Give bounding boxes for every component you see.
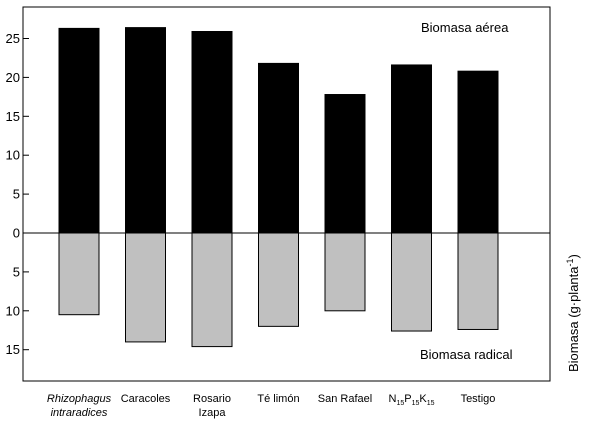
y-axis-title-main: Biomasa (g·planta bbox=[566, 266, 581, 372]
y-tick-label: 25 bbox=[6, 31, 20, 46]
bar-aerial-biomass bbox=[457, 70, 499, 234]
y-tick-label: 0 bbox=[13, 226, 20, 241]
bar-aerial-biomass bbox=[191, 30, 233, 234]
bar-root-biomass bbox=[58, 232, 100, 316]
x-category-subscript: 15 bbox=[427, 400, 435, 407]
x-category-line: Té limón bbox=[257, 393, 299, 405]
x-category-label: San Rafael bbox=[318, 393, 372, 405]
x-category-label: Testigo bbox=[461, 393, 496, 405]
bar-aerial-biomass bbox=[58, 27, 100, 234]
y-tick-label: 20 bbox=[6, 70, 20, 85]
y-tick-label: 15 bbox=[6, 109, 20, 124]
x-category-line: San Rafael bbox=[318, 393, 372, 405]
x-category-label: Caracoles bbox=[121, 393, 171, 405]
x-category-label: Rhizophagus intraradices bbox=[47, 393, 112, 419]
x-category-subscript: 15 bbox=[396, 400, 404, 407]
x-category-label: Té limón bbox=[257, 393, 299, 405]
annotation-root-biomass: Biomasa radical bbox=[420, 347, 513, 362]
bar-root-biomass bbox=[391, 232, 432, 332]
bar-aerial-biomass bbox=[391, 64, 432, 234]
y-tick-label: 5 bbox=[13, 187, 20, 202]
x-axis-categories: Rhizophagus intraradices Caracoles Rosario I… bbox=[47, 393, 496, 419]
bar-root-biomass bbox=[125, 232, 166, 343]
annotation-aerial-biomass: Biomasa aérea bbox=[421, 20, 509, 35]
bar-root-biomass bbox=[324, 232, 366, 312]
x-category-subscript: 15 bbox=[412, 400, 420, 407]
y-axis: 25 20 15 10 5 0 5 10 15 bbox=[6, 31, 29, 357]
bar-aerial-biomass bbox=[324, 94, 366, 234]
bar-root-biomass bbox=[258, 232, 299, 327]
x-category-label: Rosario Izapa bbox=[193, 393, 231, 419]
y-axis-title-close: ) bbox=[566, 254, 581, 258]
y-tick-label: 5 bbox=[13, 264, 20, 279]
bar-aerial-biomass bbox=[125, 27, 166, 234]
bar-root-biomass bbox=[191, 232, 233, 348]
y-tick-label: 10 bbox=[6, 303, 20, 318]
x-category-line: Rhizophagus bbox=[47, 393, 112, 405]
x-category-line: Caracoles bbox=[121, 393, 171, 405]
bars-group bbox=[58, 27, 499, 348]
x-category-line: intraradices bbox=[51, 407, 108, 419]
x-category-part: K bbox=[419, 393, 427, 405]
x-category-line: Rosario bbox=[193, 393, 231, 405]
y-tick-label: 15 bbox=[6, 342, 20, 357]
x-category-line: Izapa bbox=[199, 407, 227, 419]
y-tick-label: 10 bbox=[6, 148, 20, 163]
x-category-part: N bbox=[388, 393, 396, 405]
x-category-part: P bbox=[404, 393, 411, 405]
x-category-label: N15P15K15 bbox=[388, 393, 434, 407]
y-axis-title-superscript: -1 bbox=[565, 258, 575, 266]
bar-root-biomass bbox=[457, 232, 499, 330]
y-axis-title: Biomasa (g·planta-1) bbox=[565, 254, 581, 372]
x-category-line: Testigo bbox=[461, 393, 496, 405]
bar-aerial-biomass bbox=[258, 62, 299, 234]
